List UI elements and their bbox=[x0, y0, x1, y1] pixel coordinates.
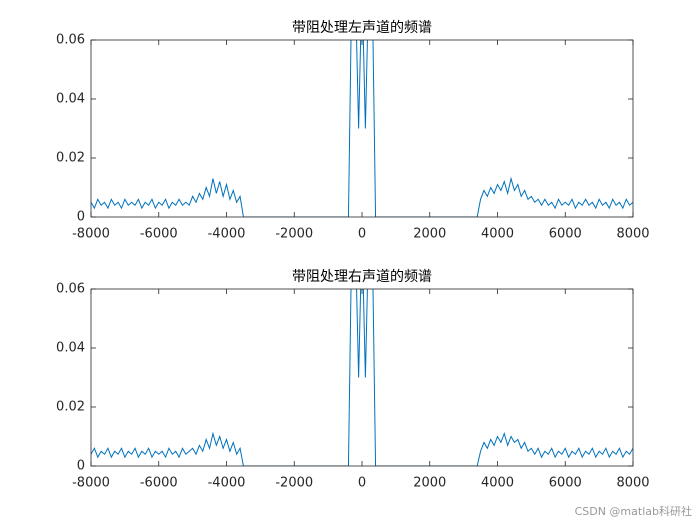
x-tick-label: 0 bbox=[358, 227, 366, 242]
x-tick-label: -6000 bbox=[140, 476, 178, 491]
x-tick-label: -8000 bbox=[72, 476, 110, 491]
chart-title: 带阻处理右声道的频谱 bbox=[292, 269, 432, 285]
spectrum-line bbox=[91, 40, 633, 217]
watermark: CSDN @matlab科研社 bbox=[575, 504, 692, 518]
x-tick-label: -2000 bbox=[275, 227, 313, 242]
x-tick-label: -2000 bbox=[275, 476, 313, 491]
y-tick-label: 0.02 bbox=[56, 400, 85, 415]
y-tick-label: 0.06 bbox=[56, 33, 85, 48]
x-tick-label: -6000 bbox=[140, 227, 178, 242]
chart-title: 带阻处理左声道的频谱 bbox=[292, 20, 432, 36]
x-tick-label: -4000 bbox=[208, 476, 246, 491]
plot-area bbox=[91, 40, 633, 217]
x-tick-label: 2000 bbox=[413, 476, 446, 491]
y-tick-label: 0.04 bbox=[56, 341, 85, 356]
x-tick-label: 6000 bbox=[549, 476, 582, 491]
plot-area bbox=[91, 289, 633, 466]
y-tick-label: 0.04 bbox=[56, 92, 85, 107]
x-tick-label: 4000 bbox=[481, 476, 514, 491]
x-tick-label: 4000 bbox=[481, 227, 514, 242]
y-tick-label: 0 bbox=[77, 459, 85, 474]
y-tick-label: 0.06 bbox=[56, 282, 85, 297]
x-tick-label: -8000 bbox=[72, 227, 110, 242]
x-tick-label: 8000 bbox=[616, 476, 649, 491]
y-tick-label: 0 bbox=[77, 210, 85, 225]
x-tick-label: -4000 bbox=[208, 227, 246, 242]
x-tick-label: 0 bbox=[358, 476, 366, 491]
x-tick-label: 8000 bbox=[616, 227, 649, 242]
x-tick-label: 6000 bbox=[549, 227, 582, 242]
y-tick-label: 0.02 bbox=[56, 151, 85, 166]
spectrum-line bbox=[91, 289, 633, 466]
x-tick-label: 2000 bbox=[413, 227, 446, 242]
